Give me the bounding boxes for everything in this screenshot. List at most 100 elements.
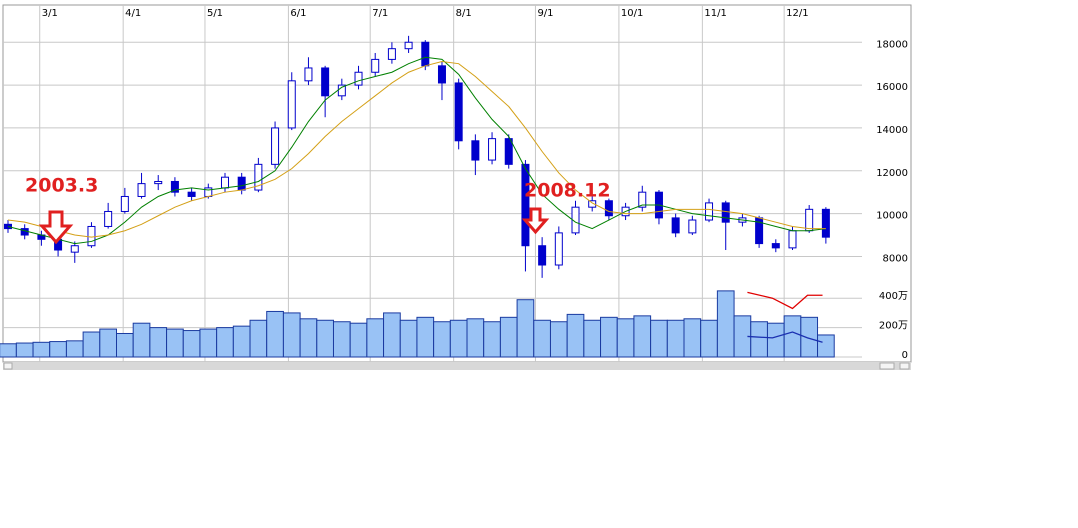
candle-body bbox=[404, 41, 413, 50]
volume-bar bbox=[65, 340, 84, 358]
volume-bar bbox=[349, 322, 368, 358]
volume-bar bbox=[566, 313, 585, 358]
volume-average bbox=[747, 331, 823, 343]
candle-body bbox=[354, 71, 363, 86]
volume-bar bbox=[15, 342, 34, 358]
volume-bar bbox=[366, 318, 385, 358]
candle-body bbox=[471, 140, 480, 161]
candle-body bbox=[187, 191, 196, 197]
volume-bar bbox=[166, 328, 184, 358]
volume-bar bbox=[49, 341, 67, 358]
x-tick-label: 8/1 bbox=[456, 8, 472, 19]
y-tick-label: 18000 bbox=[876, 39, 908, 50]
volume-bar bbox=[449, 319, 468, 358]
volume-bar bbox=[616, 318, 635, 358]
candle-body bbox=[254, 163, 263, 191]
volume-bar bbox=[466, 318, 485, 358]
scrollbar[interactable] bbox=[3, 362, 911, 370]
candle-body bbox=[120, 195, 129, 212]
scroll-right[interactable] bbox=[899, 362, 910, 370]
volume-bar bbox=[0, 343, 17, 358]
volume-bar bbox=[282, 312, 301, 358]
candle-body bbox=[70, 245, 79, 253]
candle-body bbox=[220, 176, 229, 189]
candle-body bbox=[271, 127, 280, 165]
candle-body bbox=[721, 202, 730, 223]
scroll-left[interactable] bbox=[3, 362, 13, 370]
candle-body bbox=[321, 67, 330, 97]
volume-bar bbox=[433, 321, 451, 358]
candle-body bbox=[788, 230, 797, 249]
x-tick-label: 12/1 bbox=[786, 8, 808, 19]
moving-average bbox=[7, 56, 826, 245]
scroll-thumb[interactable] bbox=[879, 362, 895, 370]
candle-body bbox=[104, 210, 113, 227]
volume-bar bbox=[332, 321, 351, 358]
y-tick-label: 14000 bbox=[876, 125, 908, 136]
volume-bar bbox=[766, 322, 785, 358]
x-tick-label: 3/1 bbox=[42, 8, 58, 19]
volume-bar bbox=[232, 325, 251, 358]
volume-bar bbox=[249, 319, 268, 358]
volume-bar bbox=[549, 321, 568, 358]
candle-body bbox=[504, 138, 513, 165]
x-tick-label: 6/1 bbox=[290, 8, 306, 19]
x-tick-label: 5/1 bbox=[207, 8, 223, 19]
volume-bar bbox=[149, 327, 168, 358]
y-tick-label: 8000 bbox=[883, 253, 908, 264]
candle-body bbox=[521, 163, 530, 247]
volume-bar bbox=[700, 319, 718, 358]
volume-bar bbox=[116, 332, 134, 358]
candle-body bbox=[137, 183, 146, 197]
candle-body bbox=[170, 180, 179, 193]
candle-body bbox=[688, 219, 697, 234]
volume-bar bbox=[132, 322, 151, 358]
volume-bar bbox=[399, 319, 418, 358]
volume-bar bbox=[416, 316, 435, 358]
volume-bar bbox=[650, 319, 668, 358]
candle-body bbox=[204, 187, 213, 197]
candle-body bbox=[538, 245, 547, 266]
candle-body bbox=[371, 58, 380, 73]
candle-body bbox=[554, 232, 563, 266]
annotation: 2003.3 bbox=[25, 175, 98, 197]
y-tick-label: 10000 bbox=[876, 211, 908, 222]
candle-body bbox=[821, 208, 830, 238]
candle-body bbox=[604, 200, 613, 217]
volume-bar bbox=[266, 310, 284, 358]
volume-bar bbox=[32, 341, 51, 358]
x-tick-label: 4/1 bbox=[125, 8, 141, 19]
arrow-2008 bbox=[521, 207, 550, 235]
volume-bar bbox=[683, 318, 702, 358]
volume-bar bbox=[783, 315, 802, 358]
volume-bar bbox=[800, 316, 819, 358]
volume-bar bbox=[216, 327, 234, 358]
candle-body bbox=[304, 67, 313, 82]
volume-bar bbox=[299, 318, 318, 358]
candle-body bbox=[287, 80, 296, 129]
candle-body bbox=[488, 138, 497, 161]
y2-tick-label: 0 bbox=[902, 350, 908, 361]
candle-body bbox=[387, 48, 396, 60]
volume-bar bbox=[750, 321, 768, 358]
volume-bar bbox=[817, 334, 835, 358]
volume-bar bbox=[499, 316, 518, 358]
volume-bar bbox=[99, 328, 117, 358]
x-tick-label: 9/1 bbox=[537, 8, 553, 19]
volume-bar bbox=[716, 290, 735, 358]
candle-body bbox=[638, 191, 647, 208]
volume-bar bbox=[533, 319, 551, 358]
arrow-2003 bbox=[38, 210, 74, 245]
volume-bar bbox=[633, 315, 652, 358]
volume-bar bbox=[600, 316, 618, 358]
volume-bar bbox=[583, 319, 602, 358]
y-tick-label: 12000 bbox=[876, 168, 908, 179]
x-tick-label: 10/1 bbox=[621, 8, 643, 19]
volume-bar bbox=[483, 321, 501, 358]
x-tick-label: 11/1 bbox=[704, 8, 726, 19]
y2-tick-label: 400万 bbox=[879, 291, 908, 302]
volume-bar bbox=[82, 331, 101, 358]
volume-average bbox=[747, 291, 823, 310]
